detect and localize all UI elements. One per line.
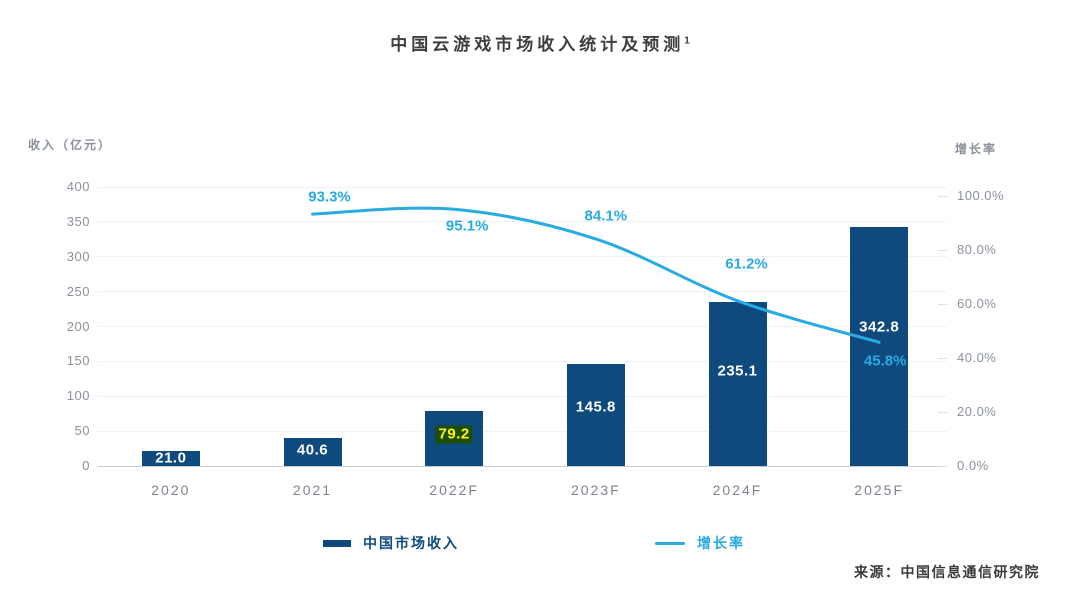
- legend-revenue-label: 中国市场收入: [363, 535, 459, 551]
- revenue-bar-value-2024F: 235.1: [717, 362, 758, 380]
- right-axis-tickmark-40.0%: [938, 357, 947, 359]
- gridline-400: [98, 186, 947, 188]
- growth-rate-label-2021: 93.3%: [308, 188, 351, 206]
- growth-rate-label-2025F: 45.8%: [863, 352, 907, 370]
- right-axis-tick-20.0%: 20.0%: [957, 404, 997, 419]
- revenue-bar-value-2020: 21.0: [155, 449, 187, 466]
- left-axis-tick-50: 50: [74, 423, 90, 439]
- left-axis-tick-100: 100: [66, 388, 90, 404]
- gridline-250: [98, 291, 947, 293]
- chart-title-text: 中国云游戏市场收入统计及预测: [390, 35, 685, 54]
- x-axis-label-2025F: 2025F: [854, 482, 905, 498]
- gridline-100: [98, 395, 947, 397]
- right-axis-tickmark-100.0%: [938, 195, 947, 197]
- right-axis-tickmark-20.0%: [938, 411, 947, 413]
- legend-item-revenue: 中国市场收入: [323, 533, 459, 553]
- revenue-bar-value-2022F: 79.2: [435, 425, 473, 444]
- x-axis-label-2021: 2021: [292, 482, 333, 498]
- left-axis-tick-300: 300: [66, 248, 90, 264]
- right-axis-tick-60.0%: 60.0%: [957, 296, 997, 311]
- highlighted-bar-value: 79.2: [435, 425, 473, 444]
- revenue-bar-2024F: [708, 302, 767, 466]
- chart-title-footnote-marker: 1: [684, 35, 690, 47]
- right-axis-tick-100.0%: 100.0%: [957, 188, 1005, 203]
- revenue-bar-2020: [141, 451, 200, 466]
- right-axis-tickmark-60.0%: [938, 303, 947, 305]
- x-axis-label-2020: 2020: [151, 482, 191, 498]
- x-axis-label-2024F: 2024F: [712, 482, 763, 498]
- left-axis-tick-350: 350: [66, 213, 90, 229]
- growth-rate-label-2024F: 61.2%: [725, 255, 768, 273]
- revenue-bar-value-2021: 40.6: [296, 441, 329, 459]
- growth-rate-label-2022F: 95.1%: [445, 217, 489, 235]
- right-axis-tick-0.0%: 0.0%: [957, 458, 989, 473]
- legend: 中国市场收入 增长率: [0, 533, 1080, 553]
- growth-rate-label-2023F: 84.1%: [584, 207, 628, 225]
- left-axis-tick-400: 400: [66, 179, 90, 194]
- right-axis-title: 增长率: [955, 142, 998, 156]
- x-axis-label-2023F: 2023F: [570, 482, 621, 498]
- right-axis-tickmark-80.0%: [938, 249, 947, 251]
- left-axis-title: 收入（亿元）: [28, 138, 113, 152]
- revenue-bar-value-2025F: 342.8: [859, 318, 900, 336]
- revenue-bar-2021: [283, 437, 342, 466]
- left-axis-tick-150: 150: [66, 353, 90, 369]
- revenue-bar-2023F: [566, 364, 625, 466]
- legend-item-growth: 增长率: [655, 533, 745, 553]
- gridline-300: [98, 256, 947, 258]
- revenue-bar-value-2023F: 145.8: [575, 398, 616, 416]
- right-axis-tickmark-0.0%: [938, 465, 947, 467]
- revenue-bar-swatch-icon: [323, 539, 351, 547]
- right-axis-tick-80.0%: 80.0%: [957, 242, 997, 257]
- gridline-50: [98, 430, 947, 432]
- left-axis-tick-250: 250: [66, 283, 90, 299]
- gridline-0: [98, 465, 947, 467]
- revenue-bar-2025F: [850, 226, 909, 466]
- gridline-150: [98, 360, 947, 362]
- gridline-200: [98, 326, 947, 327]
- x-axis-label-2022F: 2022F: [429, 482, 480, 498]
- source-note: 来源：中国信息通信研究院: [854, 564, 1040, 580]
- left-axis-tick-200: 200: [66, 318, 90, 334]
- right-axis-tick-40.0%: 40.0%: [957, 350, 997, 365]
- left-axis-tick-0: 0: [82, 458, 90, 473]
- chart-title: 中国云游戏市场收入统计及预测1: [0, 30, 1080, 55]
- growth-line-swatch-icon: [655, 541, 685, 545]
- gridline-350: [98, 221, 947, 223]
- growth-line-path: [311, 206, 881, 344]
- legend-growth-label: 增长率: [697, 535, 745, 551]
